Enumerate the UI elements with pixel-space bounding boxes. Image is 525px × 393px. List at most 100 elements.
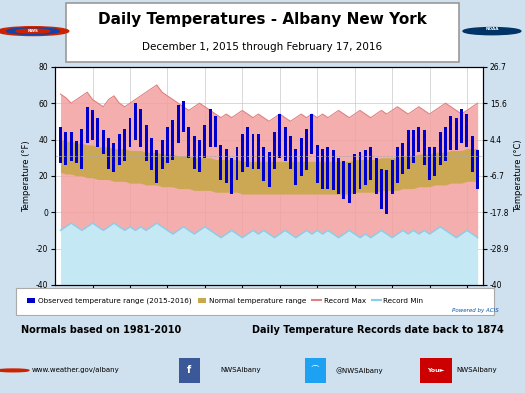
Text: NOAA: NOAA <box>485 27 499 31</box>
Bar <box>337 158 340 194</box>
Text: f: f <box>187 365 191 375</box>
Text: December 1, 2015 through February 17, 2016: December 1, 2015 through February 17, 20… <box>142 42 383 52</box>
Circle shape <box>0 27 69 35</box>
Bar <box>327 147 329 189</box>
Bar <box>107 138 110 169</box>
Bar <box>203 125 206 158</box>
Bar <box>97 118 99 147</box>
Bar <box>134 103 137 140</box>
Bar <box>284 127 287 161</box>
Bar <box>295 149 297 185</box>
Circle shape <box>7 28 59 34</box>
Bar <box>80 129 83 169</box>
Bar <box>316 145 319 183</box>
Text: Normals based on 1981-2010: Normals based on 1981-2010 <box>21 325 181 335</box>
Bar <box>187 127 190 158</box>
Bar <box>70 132 72 161</box>
Bar <box>230 158 233 194</box>
FancyBboxPatch shape <box>16 288 493 315</box>
Circle shape <box>0 369 29 372</box>
Bar <box>150 138 153 171</box>
Bar <box>412 130 415 163</box>
Legend: Observed temperature range (2015-2016), Normal temperature range, Record Max, Re: Observed temperature range (2015-2016), … <box>25 296 426 307</box>
Bar <box>466 114 468 147</box>
Bar <box>374 158 377 194</box>
Circle shape <box>463 28 521 35</box>
Bar <box>75 141 78 163</box>
FancyBboxPatch shape <box>178 358 200 383</box>
Bar <box>161 140 164 169</box>
Bar <box>193 136 196 169</box>
Bar <box>460 108 463 143</box>
Text: Powered by ACIS: Powered by ACIS <box>452 308 499 313</box>
Text: ⁀: ⁀ <box>312 366 318 375</box>
Bar <box>423 130 426 165</box>
Bar <box>198 140 201 172</box>
FancyBboxPatch shape <box>66 3 459 62</box>
Bar <box>112 143 116 172</box>
Bar <box>407 130 410 169</box>
Bar <box>166 127 169 163</box>
Bar <box>310 114 313 154</box>
Bar <box>251 134 255 169</box>
Bar <box>262 147 265 181</box>
Bar <box>59 127 62 163</box>
Bar <box>305 129 308 171</box>
Text: NWSAlbany: NWSAlbany <box>457 367 497 373</box>
Text: You►: You► <box>427 368 445 373</box>
Bar <box>123 129 126 161</box>
Bar <box>401 143 404 174</box>
Bar <box>321 149 324 189</box>
Bar <box>273 132 276 169</box>
Bar <box>241 134 244 172</box>
Bar <box>182 101 185 132</box>
Bar <box>396 147 399 183</box>
Text: NWSAlbany: NWSAlbany <box>220 367 261 373</box>
Bar <box>246 127 249 167</box>
Bar <box>236 147 238 180</box>
Bar <box>278 114 281 158</box>
Bar <box>219 145 223 180</box>
Bar <box>444 127 447 161</box>
Bar <box>102 130 104 154</box>
Bar <box>476 151 479 189</box>
Bar <box>268 152 270 187</box>
Bar <box>428 147 431 180</box>
Bar <box>86 107 89 143</box>
Circle shape <box>16 29 50 33</box>
Bar <box>289 136 292 169</box>
Bar <box>139 108 142 147</box>
Bar <box>144 125 148 161</box>
Bar <box>391 160 394 194</box>
Bar <box>342 161 345 200</box>
Bar <box>155 151 158 183</box>
Bar <box>177 105 180 143</box>
Text: @NWSAlbany: @NWSAlbany <box>336 367 384 374</box>
Text: www.weather.gov/albany: www.weather.gov/albany <box>32 367 119 373</box>
Bar <box>449 116 453 151</box>
FancyBboxPatch shape <box>304 358 326 383</box>
Bar <box>353 154 356 194</box>
Bar <box>417 127 421 152</box>
Bar <box>380 169 383 209</box>
Bar <box>359 152 361 189</box>
FancyBboxPatch shape <box>420 358 451 383</box>
Text: Daily Temperatures - Albany New York: Daily Temperatures - Albany New York <box>98 12 427 27</box>
Bar <box>332 151 335 190</box>
Text: NWS: NWS <box>28 29 38 33</box>
Bar <box>91 110 94 140</box>
Bar <box>434 147 436 176</box>
Bar <box>257 134 260 169</box>
Bar <box>129 118 131 147</box>
Bar <box>171 119 174 160</box>
Bar <box>348 163 351 203</box>
Y-axis label: Temperature (°C): Temperature (°C) <box>513 140 522 212</box>
Text: Daily Temperature Records date back to 1874: Daily Temperature Records date back to 1… <box>252 325 504 335</box>
Bar <box>209 108 212 147</box>
Bar <box>364 151 367 185</box>
Y-axis label: Temperature (°F): Temperature (°F) <box>23 140 32 212</box>
Bar <box>455 118 458 151</box>
Bar <box>369 147 372 180</box>
Bar <box>118 134 121 165</box>
Bar <box>65 132 67 165</box>
